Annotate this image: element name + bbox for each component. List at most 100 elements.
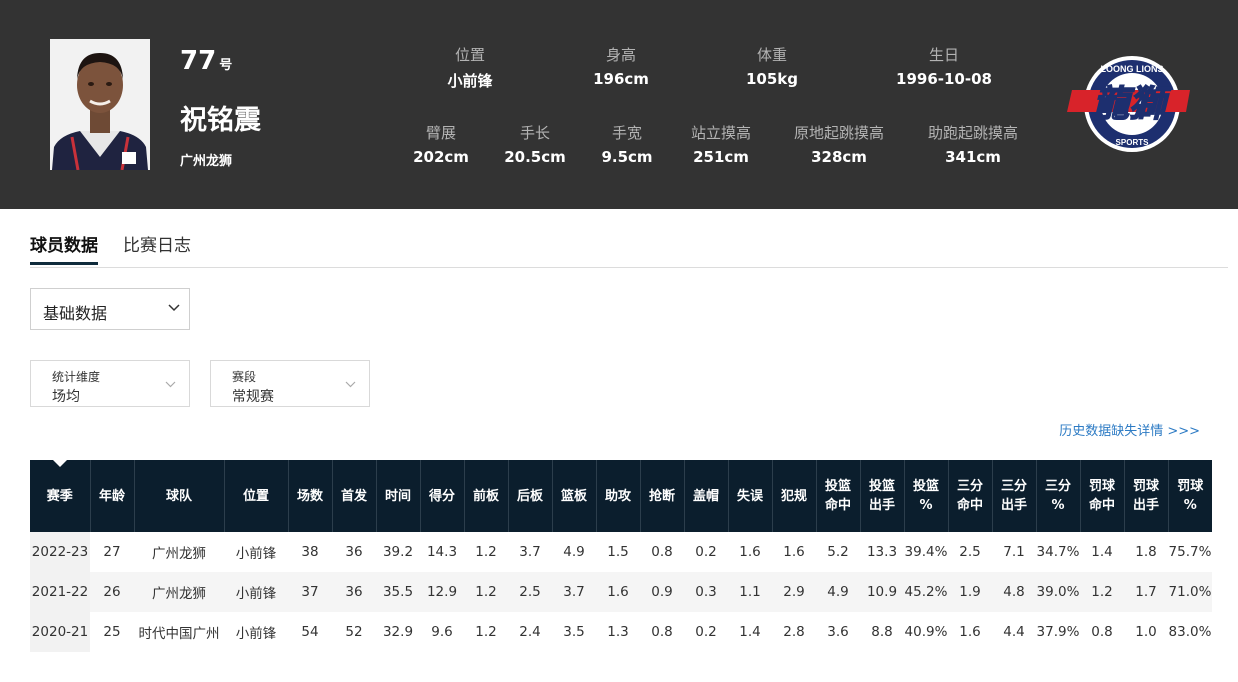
attr-value: 20.5cm [504, 148, 566, 166]
attr-label: 生日 [928, 46, 960, 64]
table-cell: 35.5 [376, 572, 420, 612]
attr-hand-length: 手长 20.5cm [504, 122, 566, 166]
column-header[interactable]: 篮板 [551, 460, 596, 532]
column-header-label: 投篮 [824, 479, 851, 494]
column-header-label: 失误 [736, 488, 763, 504]
attr-wingspan: 臂展 202cm [413, 122, 469, 166]
table-cell: 10.9 [860, 572, 904, 612]
column-header[interactable]: 首发 [331, 460, 376, 532]
column-header[interactable]: 场数 [287, 460, 332, 532]
column-header-label: 出手 [1132, 498, 1159, 513]
column-header-label: 后板 [516, 488, 543, 504]
column-header-label: 得分 [428, 488, 455, 504]
column-header-label: 年龄 [98, 488, 125, 504]
attr-value: 328cm [811, 148, 867, 166]
table-cell: 1.6 [728, 532, 772, 572]
column-header[interactable]: 球队 [133, 460, 224, 532]
table-cell: 4.4 [992, 612, 1036, 652]
column-header[interactable]: 三分 命中 [947, 460, 992, 532]
column-header[interactable]: 罚球 命中 [1079, 460, 1124, 532]
column-header-label: 犯规 [780, 488, 807, 504]
data-type-select[interactable]: 基础数据 [30, 288, 190, 330]
column-header[interactable]: 位置 [223, 460, 288, 532]
table-cell: 1.9 [948, 572, 992, 612]
table-header-row: 赛季 年龄 球队 位置 场数 首发 时间 得分 前板 后板 篮板 助攻 抢断 盖帽 失误 犯规 投篮 命中 投篮 出手… [30, 460, 1212, 532]
table-cell: 2.5 [508, 572, 552, 612]
column-header-label: 命中 [956, 498, 983, 513]
attr-birthday: 生日 1996-10-08 [896, 44, 992, 88]
column-header[interactable]: 后板 [507, 460, 552, 532]
column-header-label: 首发 [340, 488, 367, 504]
table-cell: 75.7% [1168, 532, 1212, 572]
table-cell: 36 [332, 532, 376, 572]
table-cell: 4.9 [552, 532, 596, 572]
table-cell: 1.0 [1124, 612, 1168, 652]
column-header[interactable]: 前板 [463, 460, 508, 532]
table-cell: 36 [332, 572, 376, 612]
column-header[interactable]: 失误 [727, 460, 772, 532]
table-cell: 37.9% [1036, 612, 1080, 652]
column-header[interactable]: 时间 [375, 460, 420, 532]
team-logo: LOONG LIONS 龍獅 SPORTS [1067, 56, 1190, 152]
column-header[interactable]: 三分 出手 [991, 460, 1036, 532]
column-header-label: 助攻 [604, 488, 631, 504]
table-cell: 8.8 [860, 612, 904, 652]
column-header-label: 命中 [1088, 498, 1115, 513]
column-header[interactable]: 得分 [419, 460, 464, 532]
table-cell: 4.8 [992, 572, 1036, 612]
jersey-number-value: 77 [180, 46, 217, 76]
column-header[interactable]: 罚球% [1167, 460, 1212, 532]
table-cell: 1.4 [728, 612, 772, 652]
column-header[interactable]: 投篮% [903, 460, 948, 532]
player-photo-image [50, 39, 150, 170]
column-header-label: 罚球 [1132, 479, 1159, 494]
tab-game-log[interactable]: 比赛日志 [123, 236, 191, 256]
column-header[interactable]: 抢断 [639, 460, 684, 532]
table-cell: 1.2 [464, 532, 508, 572]
tab-player-stats[interactable]: 球员数据 [30, 231, 98, 265]
column-header[interactable]: 年龄 [89, 460, 134, 532]
select-label: 统计维度 [52, 370, 101, 384]
column-header-label: 盖帽 [692, 488, 719, 504]
column-header[interactable]: 犯规 [771, 460, 816, 532]
column-header-label: 出手 [868, 498, 895, 513]
table-cell: 13.3 [860, 532, 904, 572]
column-header[interactable]: 投篮 出手 [859, 460, 904, 532]
table-cell: 34.7% [1036, 532, 1080, 572]
table-cell: 3.7 [508, 532, 552, 572]
column-header-label: 篮板 [560, 488, 587, 504]
column-header[interactable]: 赛季 [30, 460, 90, 532]
column-header-label: 命中 [824, 498, 851, 513]
history-data-link[interactable]: 历史数据缺失详情 >>> [1059, 424, 1200, 439]
column-header-label: 位置 [242, 488, 269, 504]
column-header-label: 三分 [1000, 479, 1027, 494]
stat-dimension-select[interactable]: 统计维度 场均 [30, 360, 190, 407]
logo-text-main: 龍獅 [1093, 84, 1172, 125]
table-cell: 时代中国广州 [134, 612, 224, 652]
table-cell: 2021-22 [30, 572, 90, 612]
column-header-label: 出手 [1000, 498, 1027, 513]
column-header[interactable]: 罚球 出手 [1123, 460, 1168, 532]
select-value: 常规赛 [232, 389, 274, 405]
table-cell: 5.2 [816, 532, 860, 572]
column-header[interactable]: 助攻 [595, 460, 640, 532]
attr-standing-reach: 站立摸高 251cm [691, 122, 751, 166]
player-team: 广州龙狮 [180, 154, 233, 169]
column-header-label: 罚球 [1088, 479, 1115, 494]
column-header-label: 前板 [472, 488, 499, 504]
column-header-label: % [1183, 498, 1197, 513]
season-phase-select[interactable]: 赛段 常规赛 [210, 360, 370, 407]
column-header-label: % [1051, 498, 1065, 513]
column-header[interactable]: 投篮 命中 [815, 460, 860, 532]
table-cell: 38 [288, 532, 332, 572]
table-cell: 32.9 [376, 612, 420, 652]
table-cell: 小前锋 [224, 612, 288, 652]
attr-value: 小前锋 [447, 72, 493, 90]
table-cell: 39.2 [376, 532, 420, 572]
column-header[interactable]: 盖帽 [683, 460, 728, 532]
table-cell: 27 [90, 532, 134, 572]
player-name: 祝铭震 [180, 105, 261, 136]
column-header[interactable]: 三分% [1035, 460, 1080, 532]
attr-value: 341cm [945, 148, 1001, 166]
attr-label: 身高 [605, 46, 636, 64]
